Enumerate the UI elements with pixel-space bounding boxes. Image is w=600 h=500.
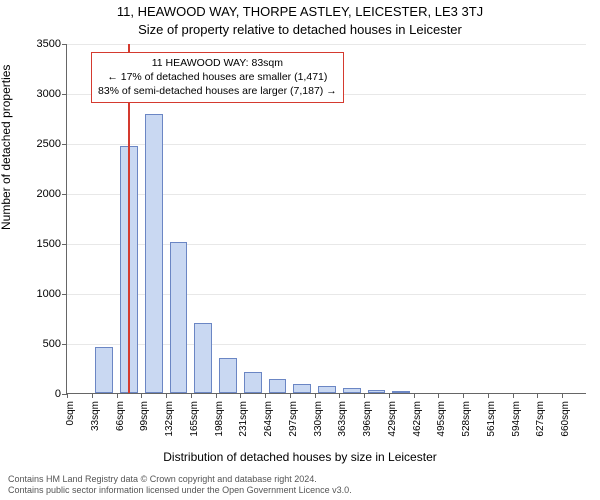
x-tick-label: 264sqm xyxy=(263,401,274,437)
footer-line-1: Contains HM Land Registry data © Crown c… xyxy=(8,474,352,485)
x-tick-label: 165sqm xyxy=(189,401,200,437)
x-tick-label: 594sqm xyxy=(511,401,522,437)
histogram-bar xyxy=(269,379,287,393)
histogram-bar xyxy=(95,347,113,393)
x-tick-label: 660sqm xyxy=(560,401,571,437)
x-tick xyxy=(141,393,142,398)
attribution-footer: Contains HM Land Registry data © Crown c… xyxy=(8,474,352,497)
x-tick xyxy=(315,393,316,398)
callout-line-2: ← 17% of detached houses are smaller (1,… xyxy=(98,70,337,84)
x-tick xyxy=(265,393,266,398)
x-tick-label: 462sqm xyxy=(412,401,423,437)
histogram-bar xyxy=(145,114,163,393)
footer-line-2: Contains public sector information licen… xyxy=(8,485,352,496)
x-tick xyxy=(463,393,464,398)
callout-line-3: 83% of semi-detached houses are larger (… xyxy=(98,84,337,98)
x-tick-label: 33sqm xyxy=(90,401,101,431)
x-tick-label: 297sqm xyxy=(288,401,299,437)
x-tick-label: 132sqm xyxy=(164,401,175,437)
x-tick-label: 330sqm xyxy=(313,401,324,437)
x-tick xyxy=(67,393,68,398)
x-tick xyxy=(117,393,118,398)
x-tick-label: 528sqm xyxy=(461,401,472,437)
x-tick xyxy=(216,393,217,398)
histogram-bar xyxy=(368,390,386,393)
x-tick xyxy=(191,393,192,398)
x-axis-label: Distribution of detached houses by size … xyxy=(0,450,600,464)
x-tick-label: 99sqm xyxy=(139,401,150,431)
x-tick-label: 429sqm xyxy=(387,401,398,437)
x-tick xyxy=(166,393,167,398)
y-tick-label: 0 xyxy=(55,388,67,400)
x-tick xyxy=(389,393,390,398)
y-axis-label: Number of detached properties xyxy=(0,65,13,230)
y-tick-label: 3500 xyxy=(37,38,67,50)
y-tick-label: 2500 xyxy=(37,138,67,150)
x-tick xyxy=(240,393,241,398)
x-tick xyxy=(364,393,365,398)
x-tick-label: 231sqm xyxy=(238,401,249,437)
address-title: 11, HEAWOOD WAY, THORPE ASTLEY, LEICESTE… xyxy=(0,4,600,19)
y-tick-label: 1500 xyxy=(37,238,67,250)
histogram-bar xyxy=(244,372,262,393)
gridline-h xyxy=(67,44,586,45)
x-tick-label: 66sqm xyxy=(115,401,126,431)
x-tick-label: 363sqm xyxy=(337,401,348,437)
x-tick xyxy=(537,393,538,398)
histogram-bar xyxy=(170,242,188,393)
x-tick-label: 0sqm xyxy=(65,401,76,425)
x-tick xyxy=(92,393,93,398)
y-tick-label: 1000 xyxy=(37,288,67,300)
histogram-bar xyxy=(293,384,311,393)
y-tick-label: 3000 xyxy=(37,88,67,100)
y-tick-label: 500 xyxy=(43,338,67,350)
histogram-bar xyxy=(219,358,237,393)
x-tick xyxy=(438,393,439,398)
x-tick xyxy=(513,393,514,398)
x-tick xyxy=(562,393,563,398)
x-tick-label: 396sqm xyxy=(362,401,373,437)
x-tick-label: 561sqm xyxy=(486,401,497,437)
y-tick-label: 2000 xyxy=(37,188,67,200)
x-tick xyxy=(414,393,415,398)
x-tick-label: 495sqm xyxy=(436,401,447,437)
property-callout: 11 HEAWOOD WAY: 83sqm ← 17% of detached … xyxy=(91,52,344,103)
histogram-bar xyxy=(318,386,336,393)
x-tick-label: 198sqm xyxy=(214,401,225,437)
chart-subtitle: Size of property relative to detached ho… xyxy=(0,22,600,37)
histogram-bar xyxy=(194,323,212,393)
histogram-bar xyxy=(392,391,410,393)
x-tick-label: 627sqm xyxy=(535,401,546,437)
histogram-plot: 05001000150020002500300035000sqm33sqm66s… xyxy=(66,44,586,394)
x-tick xyxy=(339,393,340,398)
x-tick xyxy=(290,393,291,398)
callout-line-1: 11 HEAWOOD WAY: 83sqm xyxy=(98,56,337,70)
x-tick xyxy=(488,393,489,398)
histogram-bar xyxy=(343,388,361,393)
